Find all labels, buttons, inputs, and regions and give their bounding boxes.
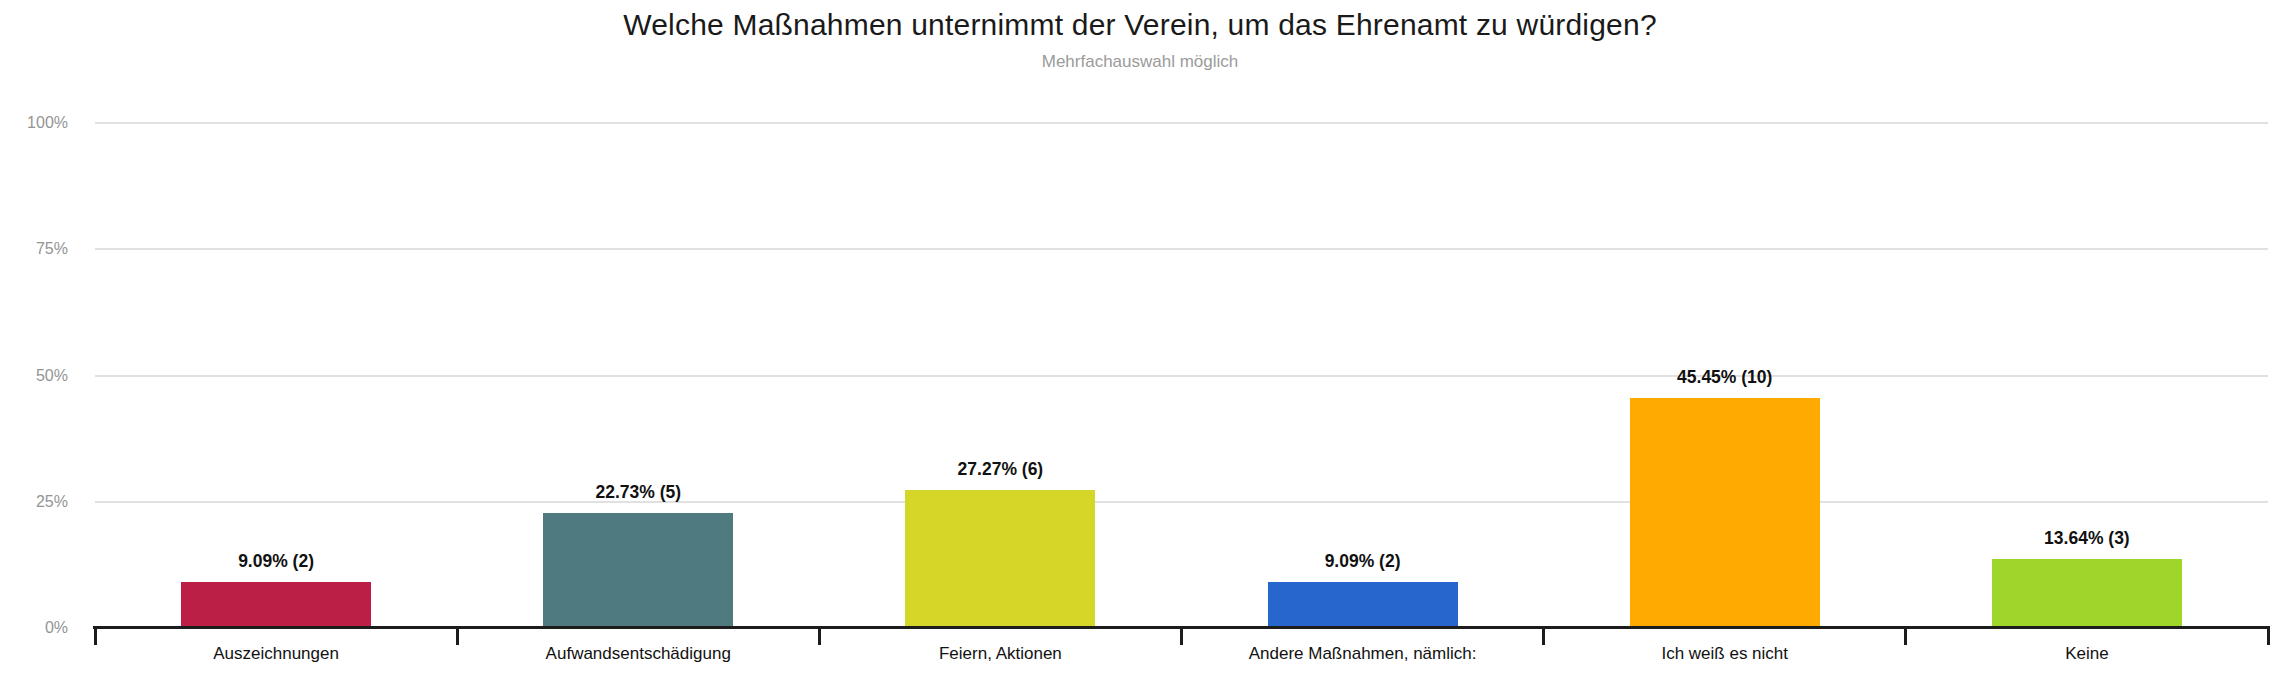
bar-value-label: 45.45% (10) <box>1544 364 1906 390</box>
bar-value-label: 22.73% (5) <box>457 479 819 505</box>
category-label: Keine <box>1906 643 2268 665</box>
survey-bar-chart: Welche Maßnahmen unternimmt der Verein, … <box>0 0 2280 700</box>
chart-subtitle: Mehrfachauswahl möglich <box>0 52 2280 72</box>
category-label: Aufwandsentschädigung <box>457 643 819 665</box>
gridline <box>95 375 2268 377</box>
bar <box>1630 398 1820 628</box>
y-axis-label: 100% <box>0 113 68 133</box>
bar-value-label: 9.09% (2) <box>95 548 457 574</box>
bar-value-label: 9.09% (2) <box>1182 548 1544 574</box>
chart-title: Welche Maßnahmen unternimmt der Verein, … <box>0 8 2280 42</box>
gridline <box>95 122 2268 124</box>
gridline <box>95 248 2268 250</box>
bar <box>1992 559 2182 628</box>
bar <box>543 513 733 628</box>
category-label: Auszeichnungen <box>95 643 457 665</box>
bar-value-label: 27.27% (6) <box>819 456 1181 482</box>
bar-value-label: 13.64% (3) <box>1906 525 2268 551</box>
y-axis-label: 75% <box>0 239 68 259</box>
category-label: Andere Maßnahmen, nämlich: <box>1182 643 1544 665</box>
y-axis-label: 0% <box>0 618 68 638</box>
category-label: Ich weiß es nicht <box>1544 643 1906 665</box>
bar <box>905 490 1095 628</box>
y-axis-label: 25% <box>0 492 68 512</box>
category-label: Feiern, Aktionen <box>819 643 1181 665</box>
bar <box>1268 582 1458 628</box>
gridline <box>95 501 2268 503</box>
y-axis-label: 50% <box>0 366 68 386</box>
bar <box>181 582 371 628</box>
